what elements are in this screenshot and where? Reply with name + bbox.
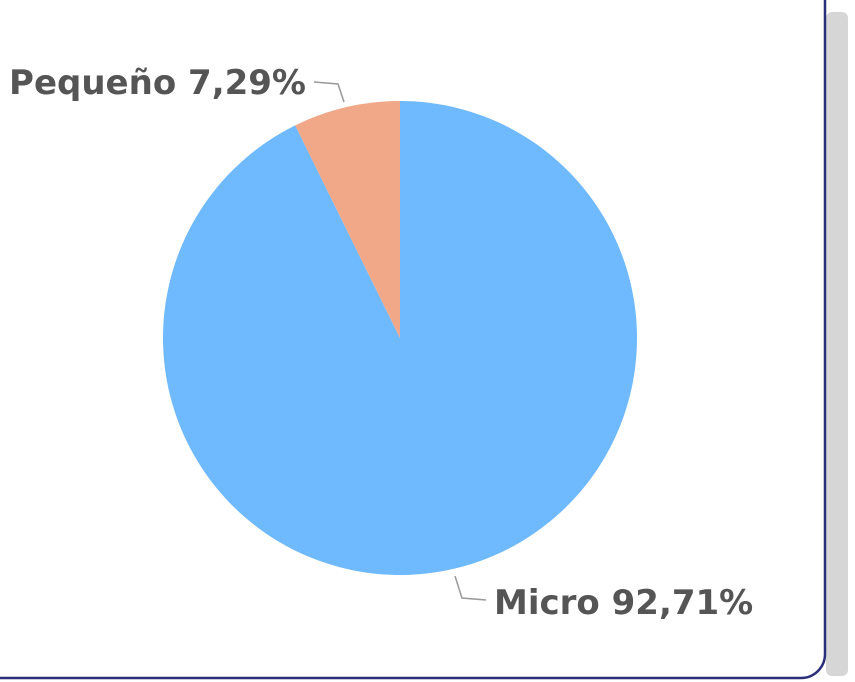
pie (162, 101, 638, 575)
value-label: 92,71% (612, 583, 754, 623)
slice-label: Pequeño 7,29% (9, 63, 306, 103)
slice-label: Micro 92,71% (494, 583, 753, 623)
card-shadow (826, 12, 848, 676)
leader-line (313, 81, 345, 103)
pie-slice (295, 101, 400, 338)
category-label: Micro (494, 583, 600, 623)
value-label: 7,29% (188, 63, 306, 103)
category-label: Pequeño (9, 63, 176, 103)
leader-line (454, 575, 487, 601)
